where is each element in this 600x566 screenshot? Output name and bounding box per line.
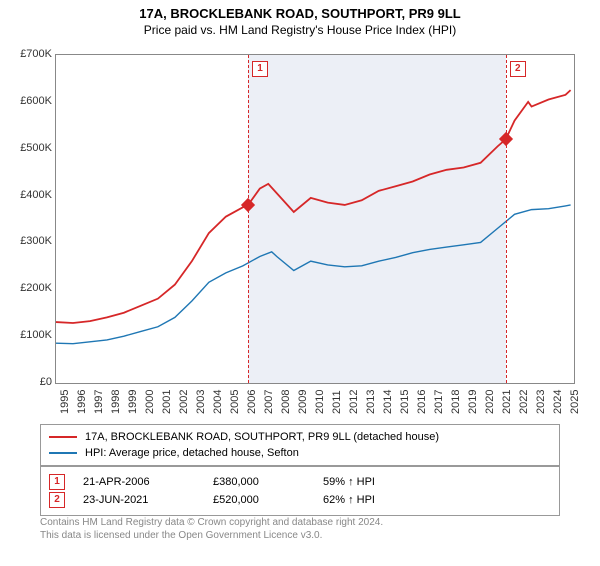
sale-vline-label: 1 <box>252 61 268 77</box>
ytick-label: £300K <box>20 235 52 247</box>
xtick-label: 2020 <box>484 390 496 414</box>
legend-label: 17A, BROCKLEBANK ROAD, SOUTHPORT, PR9 9L… <box>85 431 439 443</box>
legend-swatch <box>49 452 77 454</box>
xtick-label: 2007 <box>263 390 275 414</box>
sale-hpi: 59% ↑ HPI <box>323 476 551 488</box>
sale-hpi: 62% ↑ HPI <box>323 494 551 506</box>
ytick-label: £500K <box>20 142 52 154</box>
legend: 17A, BROCKLEBANK ROAD, SOUTHPORT, PR9 9L… <box>40 424 560 466</box>
chart-title: 17A, BROCKLEBANK ROAD, SOUTHPORT, PR9 9L… <box>0 6 600 21</box>
xtick-label: 2024 <box>552 390 564 414</box>
plot-svg <box>56 55 574 383</box>
xtick-label: 2010 <box>314 390 326 414</box>
xtick-label: 2004 <box>212 390 224 414</box>
xtick-label: 2014 <box>382 390 394 414</box>
xtick-label: 2001 <box>161 390 173 414</box>
xtick-label: 1997 <box>93 390 105 414</box>
xtick-label: 2005 <box>229 390 241 414</box>
xtick-label: 2011 <box>331 390 343 414</box>
sale-vline-label: 2 <box>510 61 526 77</box>
xtick-label: 2017 <box>433 390 445 414</box>
footer-line: Contains HM Land Registry data © Crown c… <box>40 516 560 529</box>
series-hpi <box>56 205 571 344</box>
ytick-label: £200K <box>20 282 52 294</box>
sale-date: 23-JUN-2021 <box>83 494 213 506</box>
chart-subtitle: Price paid vs. HM Land Registry's House … <box>0 23 600 37</box>
xtick-label: 2006 <box>246 390 258 414</box>
sale-price: £380,000 <box>213 476 323 488</box>
footer: Contains HM Land Registry data © Crown c… <box>40 516 560 542</box>
xtick-label: 2015 <box>399 390 411 414</box>
xtick-label: 2000 <box>144 390 156 414</box>
sale-marker-badge: 2 <box>49 492 65 508</box>
xtick-label: 1995 <box>59 390 71 414</box>
xtick-label: 2019 <box>467 390 479 414</box>
xtick-label: 2023 <box>535 390 547 414</box>
legend-item: 17A, BROCKLEBANK ROAD, SOUTHPORT, PR9 9L… <box>49 429 551 445</box>
xtick-label: 1998 <box>110 390 122 414</box>
xtick-label: 2022 <box>518 390 530 414</box>
legend-label: HPI: Average price, detached house, Seft… <box>85 447 299 459</box>
xtick-label: 2012 <box>348 390 360 414</box>
ytick-label: £600K <box>20 95 52 107</box>
ytick-label: £400K <box>20 189 52 201</box>
sale-date: 21-APR-2006 <box>83 476 213 488</box>
footer-line: This data is licensed under the Open Gov… <box>40 529 560 542</box>
sale-vline <box>248 55 249 383</box>
xtick-label: 2013 <box>365 390 377 414</box>
sales-table: 1 21-APR-2006 £380,000 59% ↑ HPI 2 23-JU… <box>40 466 560 516</box>
series-property <box>56 90 571 323</box>
xtick-label: 1999 <box>127 390 139 414</box>
xtick-label: 2025 <box>569 390 581 414</box>
chart-container: 17A, BROCKLEBANK ROAD, SOUTHPORT, PR9 9L… <box>0 6 600 566</box>
ytick-label: £0 <box>40 376 52 388</box>
plot-area: 12 <box>55 54 575 384</box>
xtick-label: 2003 <box>195 390 207 414</box>
sale-price: £520,000 <box>213 494 323 506</box>
xtick-label: 2002 <box>178 390 190 414</box>
xtick-label: 2008 <box>280 390 292 414</box>
legend-item: HPI: Average price, detached house, Seft… <box>49 445 551 461</box>
xtick-label: 2009 <box>297 390 309 414</box>
xtick-label: 2016 <box>416 390 428 414</box>
xtick-label: 2021 <box>501 390 513 414</box>
xtick-label: 1996 <box>76 390 88 414</box>
ytick-label: £100K <box>20 329 52 341</box>
legend-swatch <box>49 436 77 438</box>
sale-row: 1 21-APR-2006 £380,000 59% ↑ HPI <box>49 473 551 491</box>
xtick-label: 2018 <box>450 390 462 414</box>
ytick-label: £700K <box>20 48 52 60</box>
sale-vline <box>506 55 507 383</box>
sale-marker-badge: 1 <box>49 474 65 490</box>
sale-row: 2 23-JUN-2021 £520,000 62% ↑ HPI <box>49 491 551 509</box>
